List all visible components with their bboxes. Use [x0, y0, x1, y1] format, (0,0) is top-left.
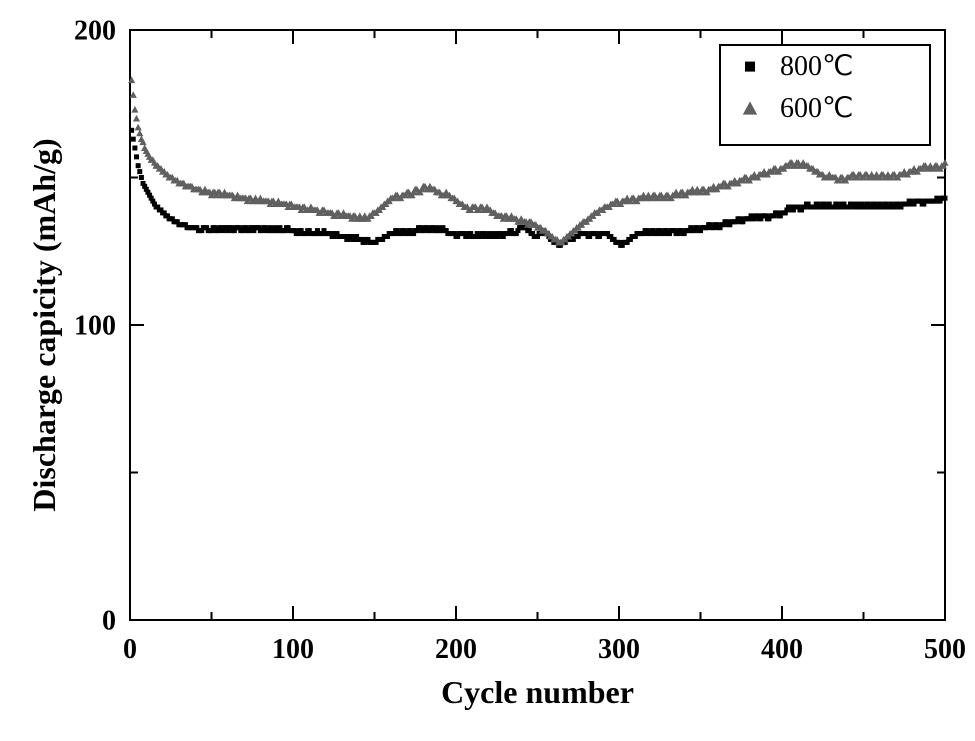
svg-text:0: 0 [102, 605, 116, 636]
svg-text:100: 100 [74, 310, 116, 341]
svg-text:100: 100 [272, 634, 314, 665]
chart-svg: 0 100 200 300 400 500 Cycle number 0 100 200 Disch… [0, 0, 975, 741]
svg-text:400: 400 [761, 634, 803, 665]
svg-text:500: 500 [924, 634, 966, 665]
svg-text:0: 0 [123, 634, 137, 665]
svg-text:Discharge capicity (mAh/g): Discharge capicity (mAh/g) [26, 138, 62, 511]
svg-text:Cycle number: Cycle number [441, 674, 634, 710]
svg-text:300: 300 [598, 634, 640, 665]
svg-text:200: 200 [74, 15, 116, 46]
discharge-capacity-chart: 0 100 200 300 400 500 Cycle number 0 100 200 Disch… [0, 0, 975, 741]
svg-text:600℃: 600℃ [780, 93, 853, 124]
svg-text:800℃: 800℃ [780, 51, 853, 82]
svg-text:200: 200 [435, 634, 477, 665]
